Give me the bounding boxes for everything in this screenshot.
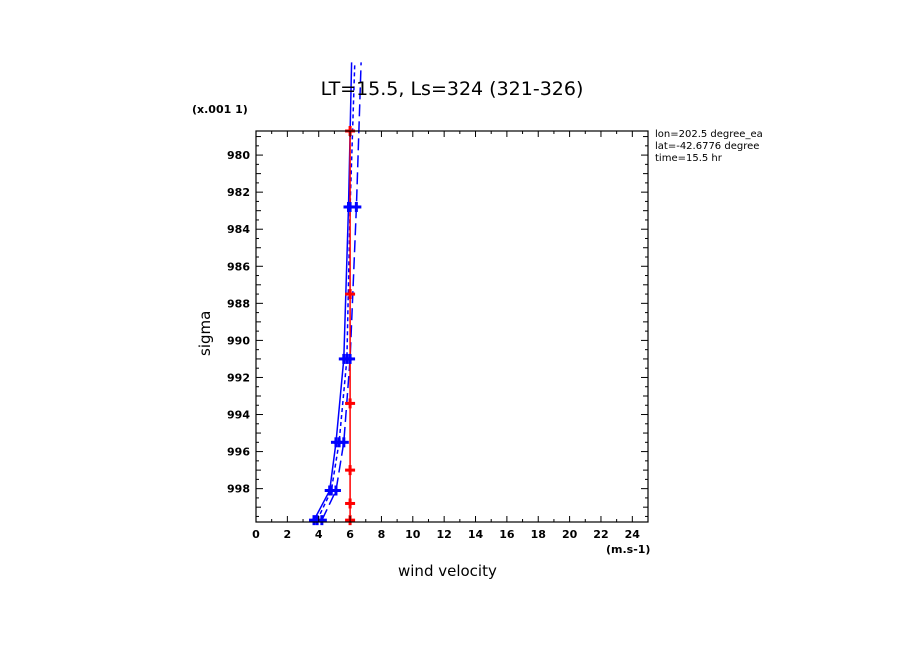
ticks-layer <box>255 131 649 522</box>
tick-labels-layer: 0 2 4 6 8 10 12 14 16 18 20 22 249809829849869889909… <box>227 149 640 541</box>
x-tick-label: 22 <box>593 528 608 541</box>
y-tick-label: 998 <box>227 483 250 496</box>
x-tick-label: 14 <box>468 528 484 541</box>
series-3-marker <box>345 289 356 300</box>
y-tick-label: 990 <box>227 334 250 347</box>
y-tick-label: 994 <box>227 409 250 422</box>
markers-layer <box>309 126 362 526</box>
x-unit-label: (m.s-1) <box>606 543 651 556</box>
series-2-marker <box>330 485 341 496</box>
x-tick-label: 20 <box>562 528 578 541</box>
x-tick-label: 12 <box>437 528 452 541</box>
location-info: lon=202.5 degree_ea lat=-42.6776 degree … <box>655 129 780 165</box>
series-2-marker <box>345 353 356 364</box>
x-tick-label: 0 <box>252 528 260 541</box>
info-longitude: lon=202.5 degree_ea <box>655 129 763 140</box>
series-2-marker <box>338 437 349 448</box>
series-3-marker <box>345 398 356 409</box>
y-axis-label: sigma <box>196 310 214 356</box>
x-tick-label: 24 <box>625 528 641 541</box>
info-latitude: lat=-42.6776 degree <box>655 141 760 152</box>
series-line-0 <box>313 62 353 521</box>
plot-frame <box>255 130 649 523</box>
series-3-marker <box>345 465 356 476</box>
y-tick-label: 988 <box>227 297 250 310</box>
series-2-marker <box>351 201 362 212</box>
x-tick-label: 16 <box>499 528 515 541</box>
info-time: time=15.5 hr <box>655 153 722 164</box>
x-tick-label: 8 <box>378 528 386 541</box>
y-tick-label: 982 <box>227 186 250 199</box>
x-tick-label: 4 <box>315 528 323 541</box>
y-tick-label: 980 <box>227 149 250 162</box>
series-line-2 <box>321 62 362 521</box>
x-tick-label: 2 <box>284 528 292 541</box>
y-scale-factor-label: (x.001 1) <box>192 103 248 116</box>
y-tick-label: 986 <box>227 260 250 273</box>
y-tick-label: 992 <box>227 371 250 384</box>
x-tick-label: 10 <box>405 528 421 541</box>
y-tick-label: 984 <box>227 223 250 236</box>
series-3-marker <box>345 498 356 509</box>
x-tick-label: 6 <box>346 528 354 541</box>
y-tick-label: 996 <box>227 446 250 459</box>
chart-title: LT=15.5, Ls=324 (321-326) <box>320 78 584 100</box>
x-axis-label: wind velocity <box>398 562 497 580</box>
x-tick-label: 18 <box>531 528 546 541</box>
